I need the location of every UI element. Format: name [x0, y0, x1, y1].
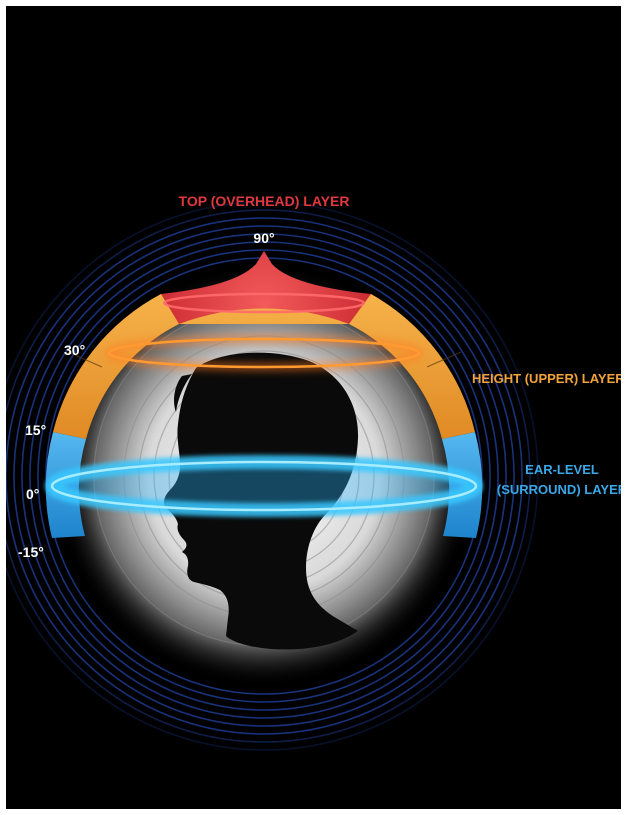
height-layer-label: HEIGHT (UPPER) LAYER	[472, 371, 621, 386]
sound-layers-diagram: TOP (OVERHEAD) LAYER HEIGHT (UPPER) LAYE…	[6, 193, 621, 751]
height-band-dividers	[67, 351, 462, 368]
top-layer-dome	[161, 251, 371, 324]
angle-minus15-label: -15°	[18, 544, 44, 560]
angle-90-label: 90°	[253, 230, 274, 246]
outer-rings	[6, 201, 539, 751]
diagram-frame: TOP (OVERHEAD) LAYER HEIGHT (UPPER) LAYE…	[6, 6, 621, 809]
ear-ring-core	[50, 460, 478, 512]
top-layer-label: TOP (OVERHEAD) LAYER	[179, 193, 350, 209]
angle-30-label: 30°	[64, 342, 85, 358]
ear-layer-label-line2: (SURROUND) LAYER	[497, 482, 621, 497]
height-layer-band	[53, 294, 475, 439]
top-ring	[162, 292, 366, 314]
ear-ring-glow	[52, 462, 476, 510]
height-ring	[107, 337, 421, 369]
angle-15-label: 15°	[25, 422, 46, 438]
ear-layer-label-line1: EAR-LEVEL	[525, 462, 599, 477]
hair-tuft	[174, 374, 192, 412]
angle-0-label: 0°	[26, 486, 39, 502]
